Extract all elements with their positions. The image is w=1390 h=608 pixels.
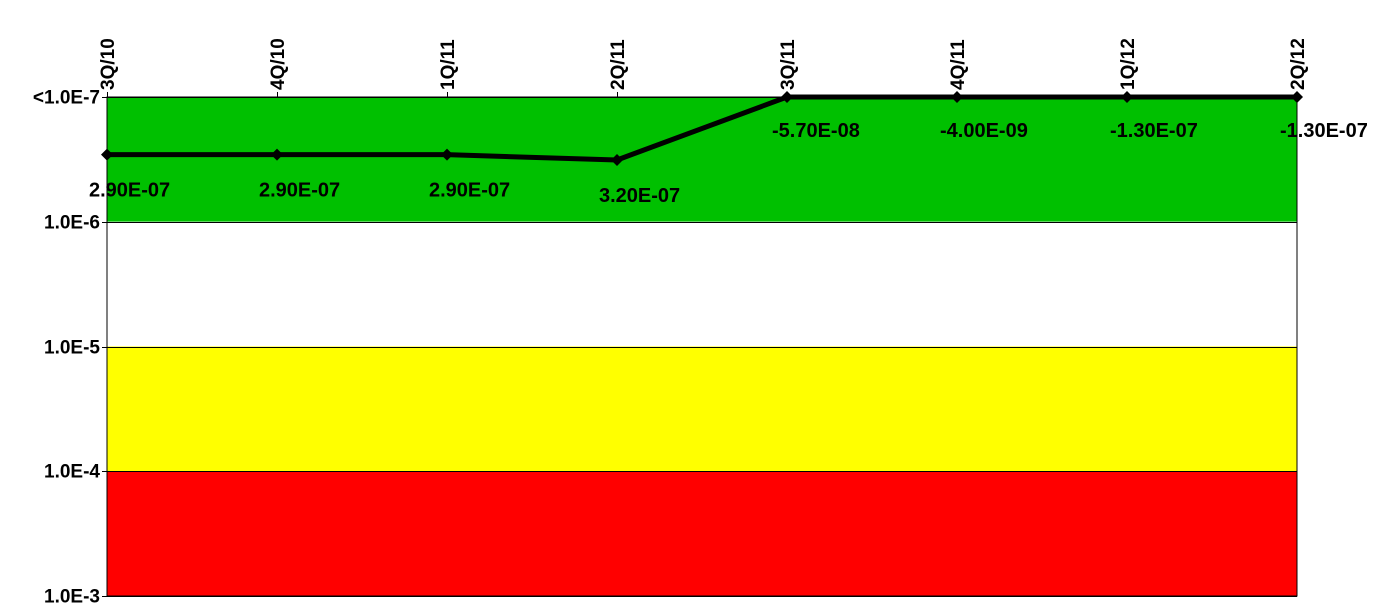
data-point bbox=[441, 148, 453, 161]
data-point bbox=[101, 148, 113, 161]
band-2 bbox=[107, 346, 1297, 472]
data-label: 2.90E-07 bbox=[429, 180, 510, 202]
x-tick-label: 4Q/11 bbox=[948, 39, 969, 90]
threshold-bands bbox=[107, 97, 1297, 596]
data-label: 2.90E-07 bbox=[89, 180, 170, 202]
x-axis: 3Q/10 4Q/10 1Q/11 2Q/11 3Q/11 4Q/11 1Q/12 2Q/12 bbox=[98, 38, 1309, 97]
data-labels: 2.90E-07 2.90E-07 2.90E-07 3.20E-07 -5.70E-0… bbox=[89, 120, 1368, 207]
data-label: -1.30E-07 bbox=[1110, 120, 1198, 142]
data-point bbox=[951, 91, 963, 103]
x-tick-label: 1Q/11 bbox=[438, 39, 459, 90]
x-tick-label: 3Q/10 bbox=[98, 38, 119, 90]
x-tick-label: 2Q/12 bbox=[1288, 38, 1309, 90]
y-tick-label: 1.0E-6 bbox=[44, 213, 100, 234]
data-point bbox=[1121, 91, 1133, 103]
band-3 bbox=[107, 471, 1297, 596]
x-tick-label: 3Q/11 bbox=[778, 39, 799, 90]
data-label: -1.30E-07 bbox=[1280, 120, 1368, 142]
data-label: 2.90E-07 bbox=[259, 180, 340, 202]
data-point bbox=[271, 148, 283, 161]
y-tick-label: 1.0E-5 bbox=[44, 338, 100, 359]
data-point bbox=[1291, 91, 1303, 103]
y-tick-label: <1.0E-7 bbox=[33, 88, 100, 109]
band-1 bbox=[107, 221, 1297, 347]
data-label: 3.20E-07 bbox=[599, 185, 680, 207]
data-point bbox=[781, 91, 793, 103]
series bbox=[101, 91, 1303, 167]
data-point bbox=[611, 154, 623, 167]
x-tick-label: 1Q/12 bbox=[1118, 38, 1139, 90]
data-label: -4.00E-09 bbox=[940, 120, 1028, 142]
y-axis: <1.0E-7 1.0E-6 1.0E-5 1.0E-4 1.0E-3 bbox=[33, 88, 107, 608]
x-tick-label: 4Q/10 bbox=[268, 38, 289, 90]
data-label: -5.70E-08 bbox=[772, 120, 860, 142]
y-tick-label: 1.0E-3 bbox=[44, 587, 100, 608]
series-line bbox=[107, 94, 1297, 163]
y-tick-label: 1.0E-4 bbox=[44, 462, 100, 483]
x-tick-label: 2Q/11 bbox=[608, 39, 629, 90]
band-0 bbox=[107, 97, 1297, 222]
